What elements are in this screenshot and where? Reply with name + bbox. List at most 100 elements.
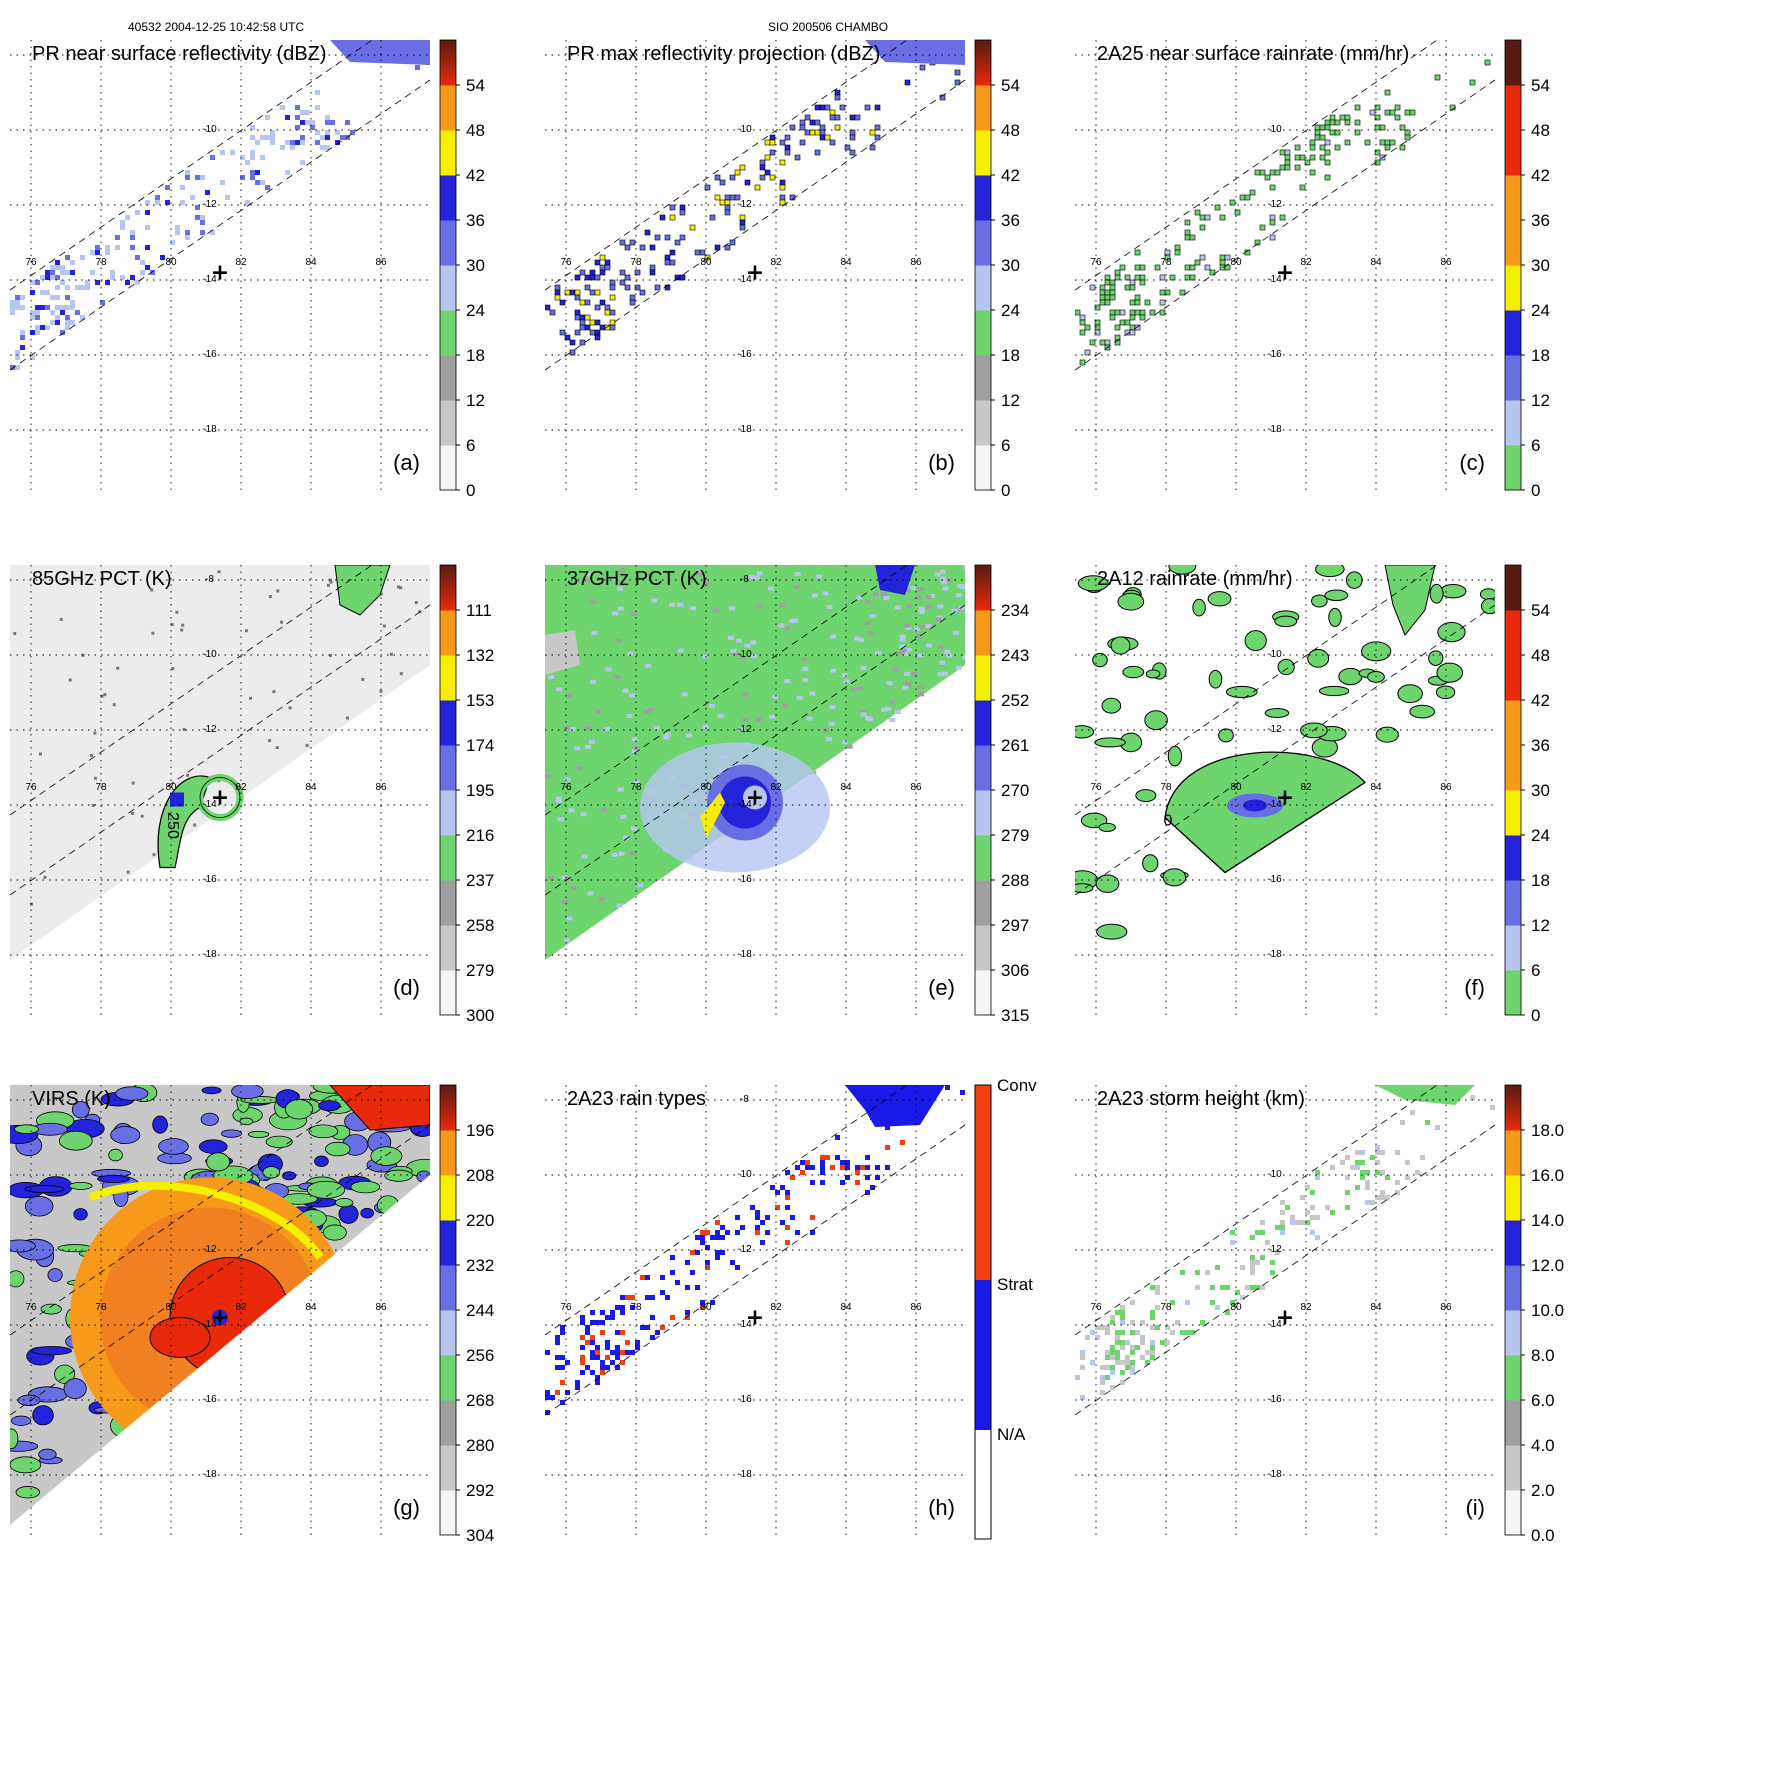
colorbar-tick-a-2: 42 (466, 166, 485, 185)
colorbar-i: 18.0 16.0 14.0 12.0 10.0 8.0 6.0 4.0 2.0 0.0 (1504, 1084, 1564, 1545)
lat-tick-i--18: -18 (1267, 1469, 1282, 1480)
colorbar-tick-d-2: 153 (466, 691, 494, 710)
colorbar-tick-a-0: 54 (466, 76, 485, 95)
field-b (545, 40, 965, 371)
panel-label-a: (a) (393, 450, 420, 475)
lon-tick-d-76: 76 (25, 782, 37, 793)
storm-center-marker-d: + (211, 786, 229, 811)
colorbar-tick-g-6: 268 (466, 1391, 494, 1410)
panel-e: 76 78 80 82 84 86 -8 -10 -12 -14 -16 -18 +37GHz PCT … (545, 564, 1029, 1025)
colorbar-tick-f-0: 54 (1531, 601, 1550, 620)
colorbar-tick-b-2: 42 (1001, 166, 1020, 185)
lat-tick-a--10: -10 (202, 124, 217, 135)
lon-tick-d-78: 78 (95, 782, 107, 793)
lat-tick-h--8: -8 (740, 1094, 749, 1105)
colorbar-tick-e-1: 243 (1001, 646, 1029, 665)
lon-tick-a-80: 80 (165, 257, 177, 268)
colorbar-tick-b-6: 18 (1001, 346, 1020, 365)
storm-center-marker-f: + (1276, 786, 1294, 811)
colorbar-tick-i-0: 18.0 (1531, 1121, 1564, 1140)
panel-label-c: (c) (1459, 450, 1485, 475)
lat-tick-g--18: -18 (202, 1469, 217, 1480)
lat-tick-f--12: -12 (1267, 724, 1282, 735)
colorbar-tick-c-6: 18 (1531, 346, 1550, 365)
lon-tick-a-86: 86 (375, 257, 387, 268)
panel-f: 76 78 80 82 84 86 -10 -12 -14 -16 -18 +0 2A12 rainra… (1075, 564, 1550, 1025)
lat-tick-c--10: -10 (1267, 124, 1282, 135)
colorbar-tick-i-6: 6.0 (1531, 1391, 1555, 1410)
lon-tick-c-76: 76 (1090, 257, 1102, 268)
lon-tick-a-82: 82 (235, 257, 247, 268)
lat-tick-i--12: -12 (1267, 1244, 1282, 1255)
panel-title-a: PR near surface reflectivity (dBZ) (32, 43, 327, 65)
colorbar-tick-c-0: 54 (1531, 76, 1550, 95)
lon-tick-c-78: 78 (1160, 257, 1172, 268)
panel-label-f: (f) (1464, 975, 1485, 1000)
lon-tick-h-82: 82 (770, 1302, 782, 1313)
lat-tick-b--16: -16 (737, 349, 752, 360)
lat-tick-a--14: -14 (202, 274, 217, 285)
colorbar-category-h-0: Conv (997, 1076, 1037, 1095)
lon-tick-f-80: 80 (1230, 782, 1242, 793)
colorbar-tick-c-9: 0 (1531, 481, 1540, 500)
lon-tick-g-80: 80 (165, 1302, 177, 1313)
colorbar-tick-f-5: 24 (1531, 826, 1550, 845)
header-left: 40532 2004-12-25 10:42:58 UTC (128, 20, 305, 34)
colorbar-tick-e-8: 306 (1001, 961, 1029, 980)
lat-tick-e--10: -10 (737, 649, 752, 660)
lon-tick-c-86: 86 (1440, 257, 1452, 268)
colorbar-tick-d-4: 195 (466, 781, 494, 800)
colorbar-c: 54 48 42 36 30 24 18 12 6 0 (1504, 39, 1550, 500)
colorbar-tick-a-7: 12 (466, 391, 485, 410)
lat-tick-d--14: -14 (202, 799, 217, 810)
lat-tick-g--12: -12 (202, 1244, 217, 1255)
lat-tick-e--12: -12 (737, 724, 752, 735)
lon-tick-e-84: 84 (840, 782, 852, 793)
lat-tick-d--8: -8 (205, 574, 214, 585)
storm-center-marker-e: + (746, 786, 764, 811)
lon-tick-e-78: 78 (630, 782, 642, 793)
colorbar-g: 196 208 220 232 244 256 268 280 292 304 (439, 1084, 494, 1545)
colorbar-tick-g-4: 244 (466, 1301, 494, 1320)
colorbar-tick-b-0: 54 (1001, 76, 1020, 95)
colorbar-tick-b-7: 12 (1001, 391, 1020, 410)
lon-tick-f-84: 84 (1370, 782, 1382, 793)
lon-tick-e-82: 82 (770, 782, 782, 793)
colorbar-category-h-1: Strat (997, 1275, 1033, 1294)
panel-label-b: (b) (928, 450, 955, 475)
colorbar-tick-c-8: 6 (1531, 436, 1540, 455)
panel-a: 76 78 80 82 84 86 -10 -12 -14 -16 -18 + PR near surf… (10, 39, 485, 500)
colorbar-tick-i-8: 2.0 (1531, 1481, 1555, 1500)
lat-tick-c--18: -18 (1267, 424, 1282, 435)
lon-tick-i-86: 86 (1440, 1302, 1452, 1313)
colorbar-tick-g-5: 256 (466, 1346, 494, 1365)
lon-tick-f-86: 86 (1440, 782, 1452, 793)
panel-title-h: 2A23 rain types (567, 1088, 706, 1110)
contour-label-d: 250 (164, 812, 181, 839)
lon-tick-a-76: 76 (25, 257, 37, 268)
colorbar-tick-c-1: 48 (1531, 121, 1550, 140)
lat-tick-i--14: -14 (1267, 1319, 1282, 1330)
colorbar-tick-f-4: 30 (1531, 781, 1550, 800)
colorbar-tick-g-2: 220 (466, 1211, 494, 1230)
lon-tick-d-82: 82 (235, 782, 247, 793)
lon-tick-f-78: 78 (1160, 782, 1172, 793)
colorbar-tick-a-5: 24 (466, 301, 485, 320)
lon-tick-d-86: 86 (375, 782, 387, 793)
colorbar-tick-f-7: 12 (1531, 916, 1550, 935)
lon-tick-g-76: 76 (25, 1302, 37, 1313)
panel-title-e: 37GHz PCT (K) (567, 568, 707, 590)
lat-tick-i--16: -16 (1267, 1394, 1282, 1405)
lat-tick-h--16: -16 (737, 1394, 752, 1405)
colorbar-tick-f-6: 18 (1531, 871, 1550, 890)
panel-c: 76 78 80 82 84 86 -10 -12 -14 -16 -18 +2A25 near su… (1075, 39, 1550, 500)
panel-g: 76 78 80 82 84 86 -12 -14 -16 -18 + VIRS (K) (g) 196 2… (10, 1084, 494, 1545)
colorbar-tick-a-6: 18 (466, 346, 485, 365)
lon-tick-c-82: 82 (1300, 257, 1312, 268)
panel-title-d: 85GHz PCT (K) (32, 568, 172, 590)
lat-tick-c--14: -14 (1267, 274, 1282, 285)
lat-tick-a--18: -18 (202, 424, 217, 435)
colorbar-h: Conv Strat N/A (974, 1076, 1037, 1540)
lon-tick-b-82: 82 (770, 257, 782, 268)
colorbar-tick-g-8: 292 (466, 1481, 494, 1500)
